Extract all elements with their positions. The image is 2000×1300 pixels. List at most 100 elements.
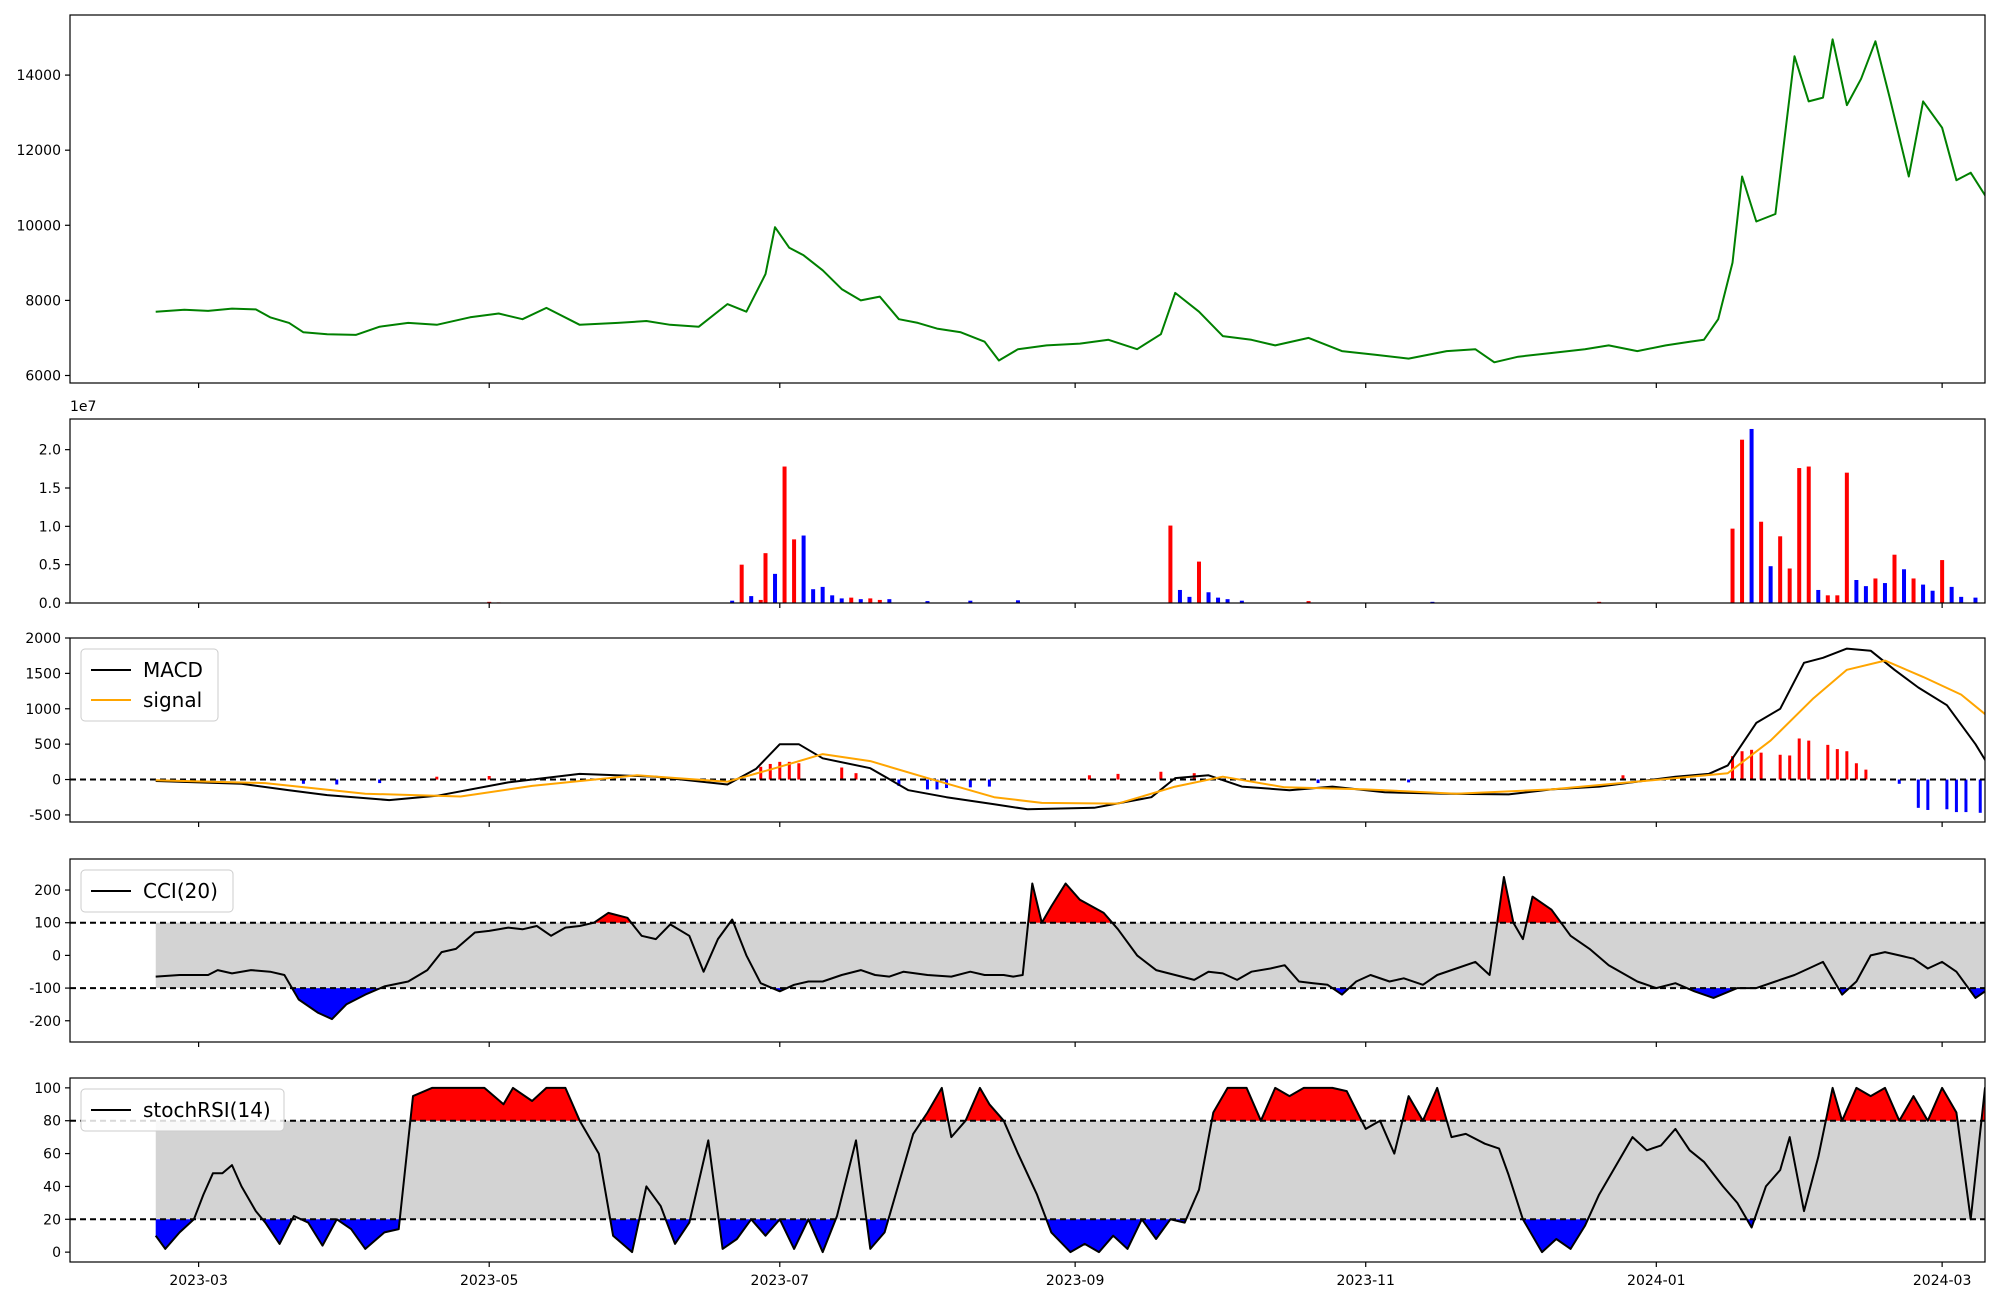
volume-bar [830, 595, 835, 603]
volume-bar [1959, 596, 1964, 603]
volume-bar [763, 553, 768, 603]
stochrsi-oversold-fill [301, 1219, 337, 1246]
macd-legend [80, 648, 219, 722]
stochrsi-overbought-fill [1927, 1087, 1958, 1121]
price-series-line [155, 38, 1985, 364]
y-offset-label: 1e7 [70, 399, 96, 415]
macd-panel: -500 0 500 1000 1500 2000 MACD signal [25, 631, 1986, 827]
volume-bar [792, 539, 797, 603]
volume-bar [868, 598, 873, 603]
legend-label: CCI(20) [143, 879, 218, 903]
y-tick-label: 8000 [25, 293, 61, 309]
cci-neutral-band [155, 922, 1985, 989]
stochrsi-oversold-fill [610, 1219, 640, 1253]
volume-bar [801, 535, 806, 603]
stochrsi-overbought-fill [410, 1087, 580, 1121]
volume-bar [1768, 566, 1773, 603]
macd-histogram-bar [797, 763, 801, 780]
volume-bar [730, 600, 735, 603]
y-tick-label: 60 [43, 1147, 61, 1163]
volume-bar [1730, 528, 1735, 603]
stochrsi-overbought-fill [1842, 1087, 1900, 1121]
volume-bar [1902, 569, 1907, 603]
macd-histogram-bar [1926, 779, 1930, 810]
stochrsi-oversold-fill [779, 1219, 809, 1249]
volume-bar [839, 598, 844, 603]
macd-histogram-bar [1954, 779, 1958, 813]
volume-bar [1306, 601, 1311, 603]
volume-bar [1835, 595, 1840, 603]
volume-bar [1806, 466, 1811, 603]
macd-histogram-bar [1964, 779, 1968, 813]
macd-histogram-bar [778, 761, 782, 780]
stochrsi-plot-area [70, 1086, 1985, 1254]
stochrsi-overbought-fill [1422, 1087, 1447, 1121]
volume-panel: 0.0 0.5 1.0 1.5 2.0 1e7 [39, 399, 1986, 612]
volume-bar [1882, 583, 1887, 603]
macd-histogram-bar [1916, 779, 1920, 808]
macd-histogram-bar [987, 779, 991, 787]
price-axes-frame [69, 14, 1986, 384]
macd-histogram-bar [1978, 779, 1982, 813]
volume-bar [1206, 592, 1211, 603]
volume-bar [1816, 589, 1821, 603]
macd-histogram-bar [1788, 755, 1792, 780]
cci-series-line [155, 876, 1985, 1021]
macd-histogram-bar [968, 779, 972, 788]
volume-bar [887, 599, 892, 603]
y-tick-label: 1000 [25, 702, 61, 718]
y-tick-label: -500 [29, 808, 61, 824]
cci-axes-frame [69, 858, 1986, 1043]
volume-bar [1911, 578, 1916, 603]
stochrsi-oversold-fill [1522, 1219, 1588, 1253]
volume-bar [1787, 568, 1792, 603]
volume-bar [1196, 561, 1201, 603]
macd-histogram-bar [1116, 773, 1120, 780]
stochrsi-oversold-fill [336, 1219, 400, 1249]
macd-histogram-bar [1087, 775, 1091, 780]
stochrsi-oversold-fill [262, 1219, 293, 1244]
volume-bar [1973, 597, 1978, 603]
volume-axes-frame [69, 418, 1986, 604]
legend-label: MACD [143, 658, 203, 682]
macd-histogram-bar [435, 776, 439, 780]
macd-histogram-bar [787, 761, 791, 780]
x-tick-label: 2023-09 [1046, 1273, 1105, 1289]
volume-bar [1863, 586, 1868, 603]
cci-plot-area [70, 876, 1985, 1021]
macd-histogram-bar [854, 773, 858, 780]
y-tick-label: 0 [52, 948, 61, 964]
macd-histogram-bar [1854, 763, 1858, 780]
y-tick-label: 0.5 [39, 558, 61, 574]
y-tick-label: 1500 [25, 666, 61, 682]
x-tick-label: 2023-05 [460, 1273, 519, 1289]
macd-histogram-bar [378, 779, 382, 784]
macd-histogram-bar [487, 776, 491, 780]
cci-overbought-fill [1497, 877, 1514, 923]
macd-histogram-bar [1159, 771, 1163, 780]
y-tick-label: 40 [43, 1179, 61, 1195]
macd-histogram-bar [1740, 751, 1744, 780]
y-tick-label: 0 [52, 1245, 61, 1261]
volume-bar [758, 599, 763, 603]
y-tick-label: -200 [29, 1014, 61, 1030]
y-tick-label: 6000 [25, 368, 61, 384]
macd-histogram-bar [1835, 749, 1839, 780]
volume-bar [1759, 521, 1764, 603]
volume-bar [1825, 595, 1830, 603]
y-tick-label: 1.0 [39, 519, 61, 535]
macd-histogram-bar [1864, 769, 1868, 780]
stochrsi-panel: 0 20 40 60 80 100 2023-03 2023-05 2023-07 2023-09… [34, 1077, 1986, 1289]
cci-oversold-fill [292, 988, 381, 1020]
stochrsi-oversold-fill [665, 1219, 690, 1244]
y-tick-label: 0.0 [39, 596, 61, 612]
stochrsi-legend [80, 1088, 285, 1132]
y-tick-label: 100 [34, 916, 61, 932]
volume-bar [739, 564, 744, 603]
y-tick-label: 2.0 [39, 443, 61, 459]
macd-histogram-bar [1845, 751, 1849, 780]
macd-plot-area [70, 647, 1985, 813]
volume-bar [1949, 586, 1954, 603]
macd-histogram-bar [1807, 740, 1811, 780]
volume-bar [820, 586, 825, 603]
